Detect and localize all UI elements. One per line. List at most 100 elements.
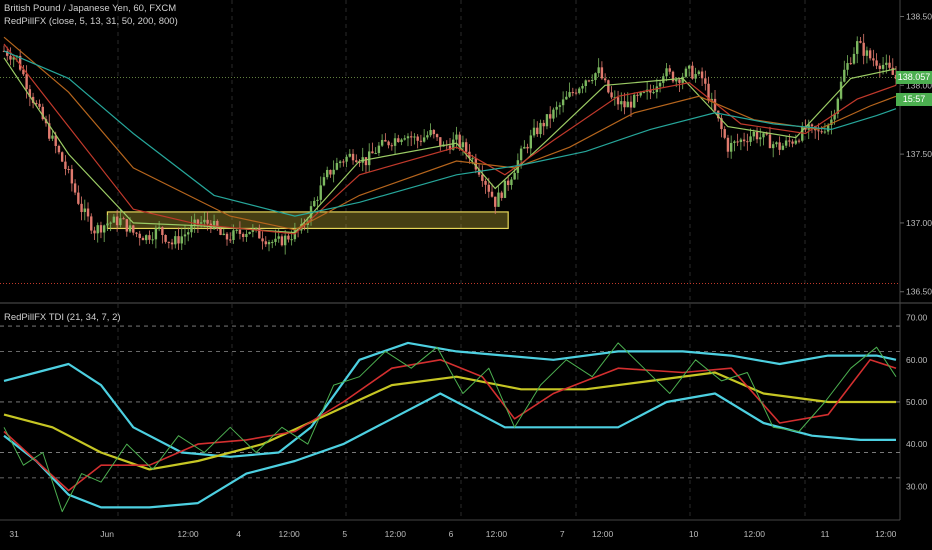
candle-body xyxy=(335,163,339,170)
candle-body xyxy=(833,113,836,120)
candle-body xyxy=(843,69,846,82)
candle-body xyxy=(238,229,242,234)
candle-body xyxy=(503,180,507,198)
candle-body xyxy=(542,122,545,127)
candle-body xyxy=(700,71,704,79)
candle-body xyxy=(597,67,600,74)
price-tick-label: 138.000 xyxy=(906,80,932,90)
candle-body xyxy=(426,135,429,138)
candle-body xyxy=(642,91,646,93)
candle-body xyxy=(196,219,200,224)
price-tick-label: 137.000 xyxy=(906,218,932,228)
tdi-tick-label: 40.00 xyxy=(906,439,928,449)
candle-body xyxy=(57,145,61,153)
candle-body xyxy=(348,153,352,157)
candle-body xyxy=(675,79,678,82)
candle-body xyxy=(584,80,587,86)
candle-body xyxy=(199,222,203,224)
moving-average-line-0 xyxy=(3,57,897,234)
candle-body xyxy=(135,232,138,234)
candle-body xyxy=(338,161,342,164)
candle-body xyxy=(358,161,361,163)
candle-body xyxy=(9,55,12,60)
candle-body xyxy=(506,180,510,186)
candle-body xyxy=(232,230,235,241)
candle-body xyxy=(749,136,752,142)
price-tick-label: 137.500 xyxy=(906,149,932,159)
candle-body xyxy=(174,236,177,245)
candle-body xyxy=(271,241,274,243)
candle-body xyxy=(726,137,730,152)
candle-body xyxy=(99,225,103,233)
time-tick-label: 12:00 xyxy=(177,529,199,539)
candle-body xyxy=(132,225,135,233)
candle-body xyxy=(35,102,38,104)
candle-body xyxy=(393,138,397,146)
candle-body xyxy=(364,157,368,166)
candle-body xyxy=(368,151,371,166)
tdi-series-line-1 xyxy=(3,392,896,509)
time-tick-label: 12:00 xyxy=(592,529,614,539)
candle-body xyxy=(287,235,290,240)
candle-body xyxy=(581,85,584,89)
candle-body xyxy=(455,134,458,140)
candle-body xyxy=(817,130,820,132)
tdi-series-line-2 xyxy=(3,371,896,471)
candle-body xyxy=(406,136,410,139)
candle-body xyxy=(264,241,267,245)
candle-body xyxy=(710,98,713,101)
candle-body xyxy=(594,73,597,81)
tdi-tick-label: 50.00 xyxy=(906,397,928,407)
candle-body xyxy=(384,139,387,142)
candle-body xyxy=(746,141,749,143)
candle-body xyxy=(225,233,229,240)
candle-body xyxy=(658,82,662,87)
candle-body xyxy=(791,141,794,144)
symbol-title: British Pound / Japanese Yen, 60, FXCM xyxy=(4,3,177,14)
candle-body xyxy=(856,41,859,54)
candle-body xyxy=(216,220,219,230)
candle-body xyxy=(839,81,843,99)
candle-body xyxy=(432,130,436,135)
candle-body xyxy=(720,118,723,130)
candle-body xyxy=(820,131,823,133)
candle-body xyxy=(325,169,329,178)
candle-body xyxy=(277,236,280,239)
price-tick-label: 136.500 xyxy=(906,287,932,297)
candle-body xyxy=(613,97,617,99)
tdi-tick-label: 60.00 xyxy=(906,355,928,365)
candle-body xyxy=(862,42,865,56)
candle-body xyxy=(435,134,439,138)
candle-body xyxy=(390,145,394,147)
candle-body xyxy=(865,50,869,56)
candle-body xyxy=(633,94,636,108)
candle-body xyxy=(22,69,25,75)
candle-body xyxy=(73,183,77,193)
candle-body xyxy=(836,98,840,114)
candle-body xyxy=(497,192,500,207)
candle-body xyxy=(67,168,70,170)
candle-body xyxy=(28,89,32,97)
candle-body xyxy=(258,228,261,239)
candle-body xyxy=(419,140,423,142)
candle-body xyxy=(781,145,785,150)
candle-body xyxy=(309,206,313,221)
candle-body xyxy=(536,127,539,135)
candle-body xyxy=(106,223,109,226)
candle-body xyxy=(723,129,726,138)
candle-body xyxy=(187,232,190,235)
candle-body xyxy=(125,219,129,232)
candle-body xyxy=(77,192,80,204)
candle-body xyxy=(180,236,183,244)
candle-body xyxy=(138,233,141,238)
candle-body xyxy=(784,140,788,146)
candle-body xyxy=(128,225,132,232)
candle-body xyxy=(206,219,209,224)
tdi-tick-label: 30.00 xyxy=(906,481,928,491)
candle-body xyxy=(797,140,801,142)
time-tick-label: 10 xyxy=(689,529,699,539)
candle-body xyxy=(639,92,642,96)
candle-body xyxy=(154,228,158,240)
tdi-tick-label: 70.00 xyxy=(906,313,928,323)
